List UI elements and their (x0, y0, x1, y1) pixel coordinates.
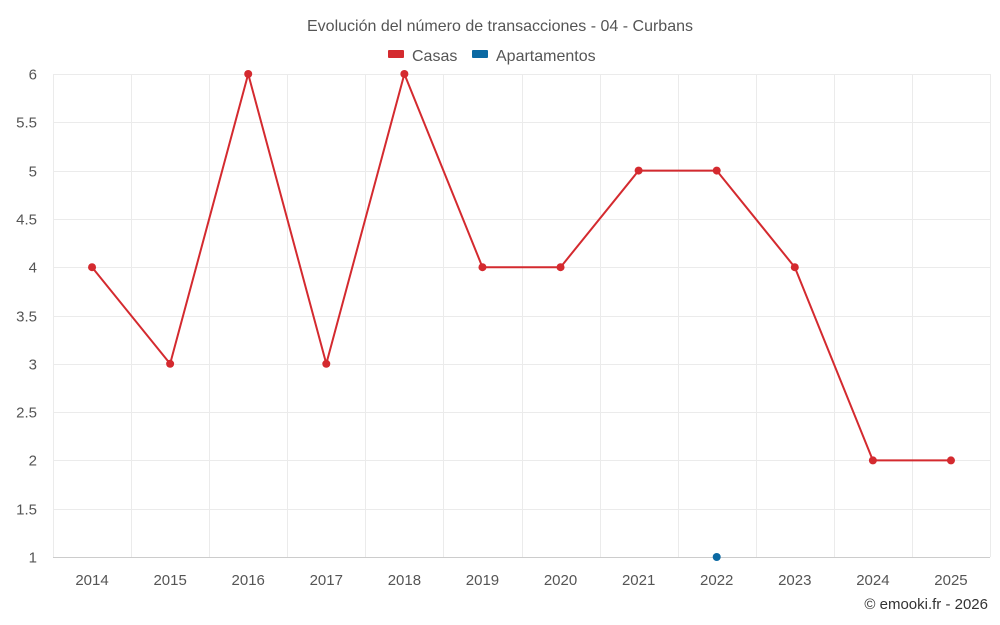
x-tick-label: 2017 (310, 572, 343, 589)
x-tick-label: 2021 (622, 572, 655, 589)
credit-text: © emooki.fr - 2026 (864, 596, 988, 613)
legend-swatch-apartamentos (472, 50, 488, 58)
data-point-casas[interactable] (322, 359, 331, 368)
y-tick-label: 4 (29, 260, 37, 277)
x-tick-label: 2023 (778, 572, 811, 589)
y-tick-label: 2 (29, 453, 37, 470)
y-tick-label: 3.5 (16, 309, 37, 326)
y-tick-label: 3 (29, 357, 37, 374)
x-tick-label: 2019 (466, 572, 499, 589)
legend-label-casas[interactable]: Casas (412, 48, 457, 65)
x-axis-ticks: 2014 2015 2016 2017 2018 2019 2020 2021 2022 2023… (75, 572, 967, 589)
chart-title: Evolución del número de transacciones - … (307, 18, 693, 35)
data-point-casas[interactable] (946, 456, 955, 465)
x-tick-label: 2022 (700, 572, 733, 589)
x-tick-label: 2015 (153, 572, 186, 589)
y-tick-label: 6 (29, 67, 37, 84)
x-tick-label: 2025 (934, 572, 967, 589)
data-point-casas[interactable] (166, 359, 175, 368)
data-point-casas[interactable] (790, 263, 799, 272)
data-point-casas[interactable] (400, 70, 409, 78)
legend-swatch-casas (388, 50, 404, 58)
data-point-casas[interactable] (556, 263, 565, 272)
y-tick-label: 1 (29, 550, 37, 567)
y-tick-label: 2.5 (16, 405, 37, 422)
x-tick-label: 2014 (75, 572, 108, 589)
data-point-casas[interactable] (478, 263, 487, 272)
data-point-casas[interactable] (868, 456, 877, 465)
y-axis-ticks: 1 1.5 2 2.5 3 3.5 4 4.5 5 5.5 6 (16, 67, 37, 567)
x-tick-label: 2016 (232, 572, 265, 589)
legend: Casas Apartamentos (388, 48, 596, 65)
data-point-casas[interactable] (244, 70, 253, 78)
data-point-casas[interactable] (634, 166, 643, 175)
legend-label-apartamentos[interactable]: Apartamentos (496, 48, 596, 65)
data-point-apartamentos[interactable] (712, 553, 721, 561)
series-line-casas (91, 73, 951, 462)
data-point-casas[interactable] (88, 263, 97, 272)
y-gridlines (53, 74, 990, 510)
x-tick-label: 2018 (388, 572, 421, 589)
y-tick-label: 5 (29, 164, 37, 181)
x-tick-label: 2024 (856, 572, 889, 589)
series-layer (88, 70, 955, 561)
y-tick-label: 5.5 (16, 115, 37, 132)
x-tick-label: 2020 (544, 572, 577, 589)
y-tick-label: 1.5 (16, 502, 37, 519)
y-tick-label: 4.5 (16, 212, 37, 229)
x-gridlines (53, 74, 991, 557)
data-point-casas[interactable] (712, 166, 721, 175)
